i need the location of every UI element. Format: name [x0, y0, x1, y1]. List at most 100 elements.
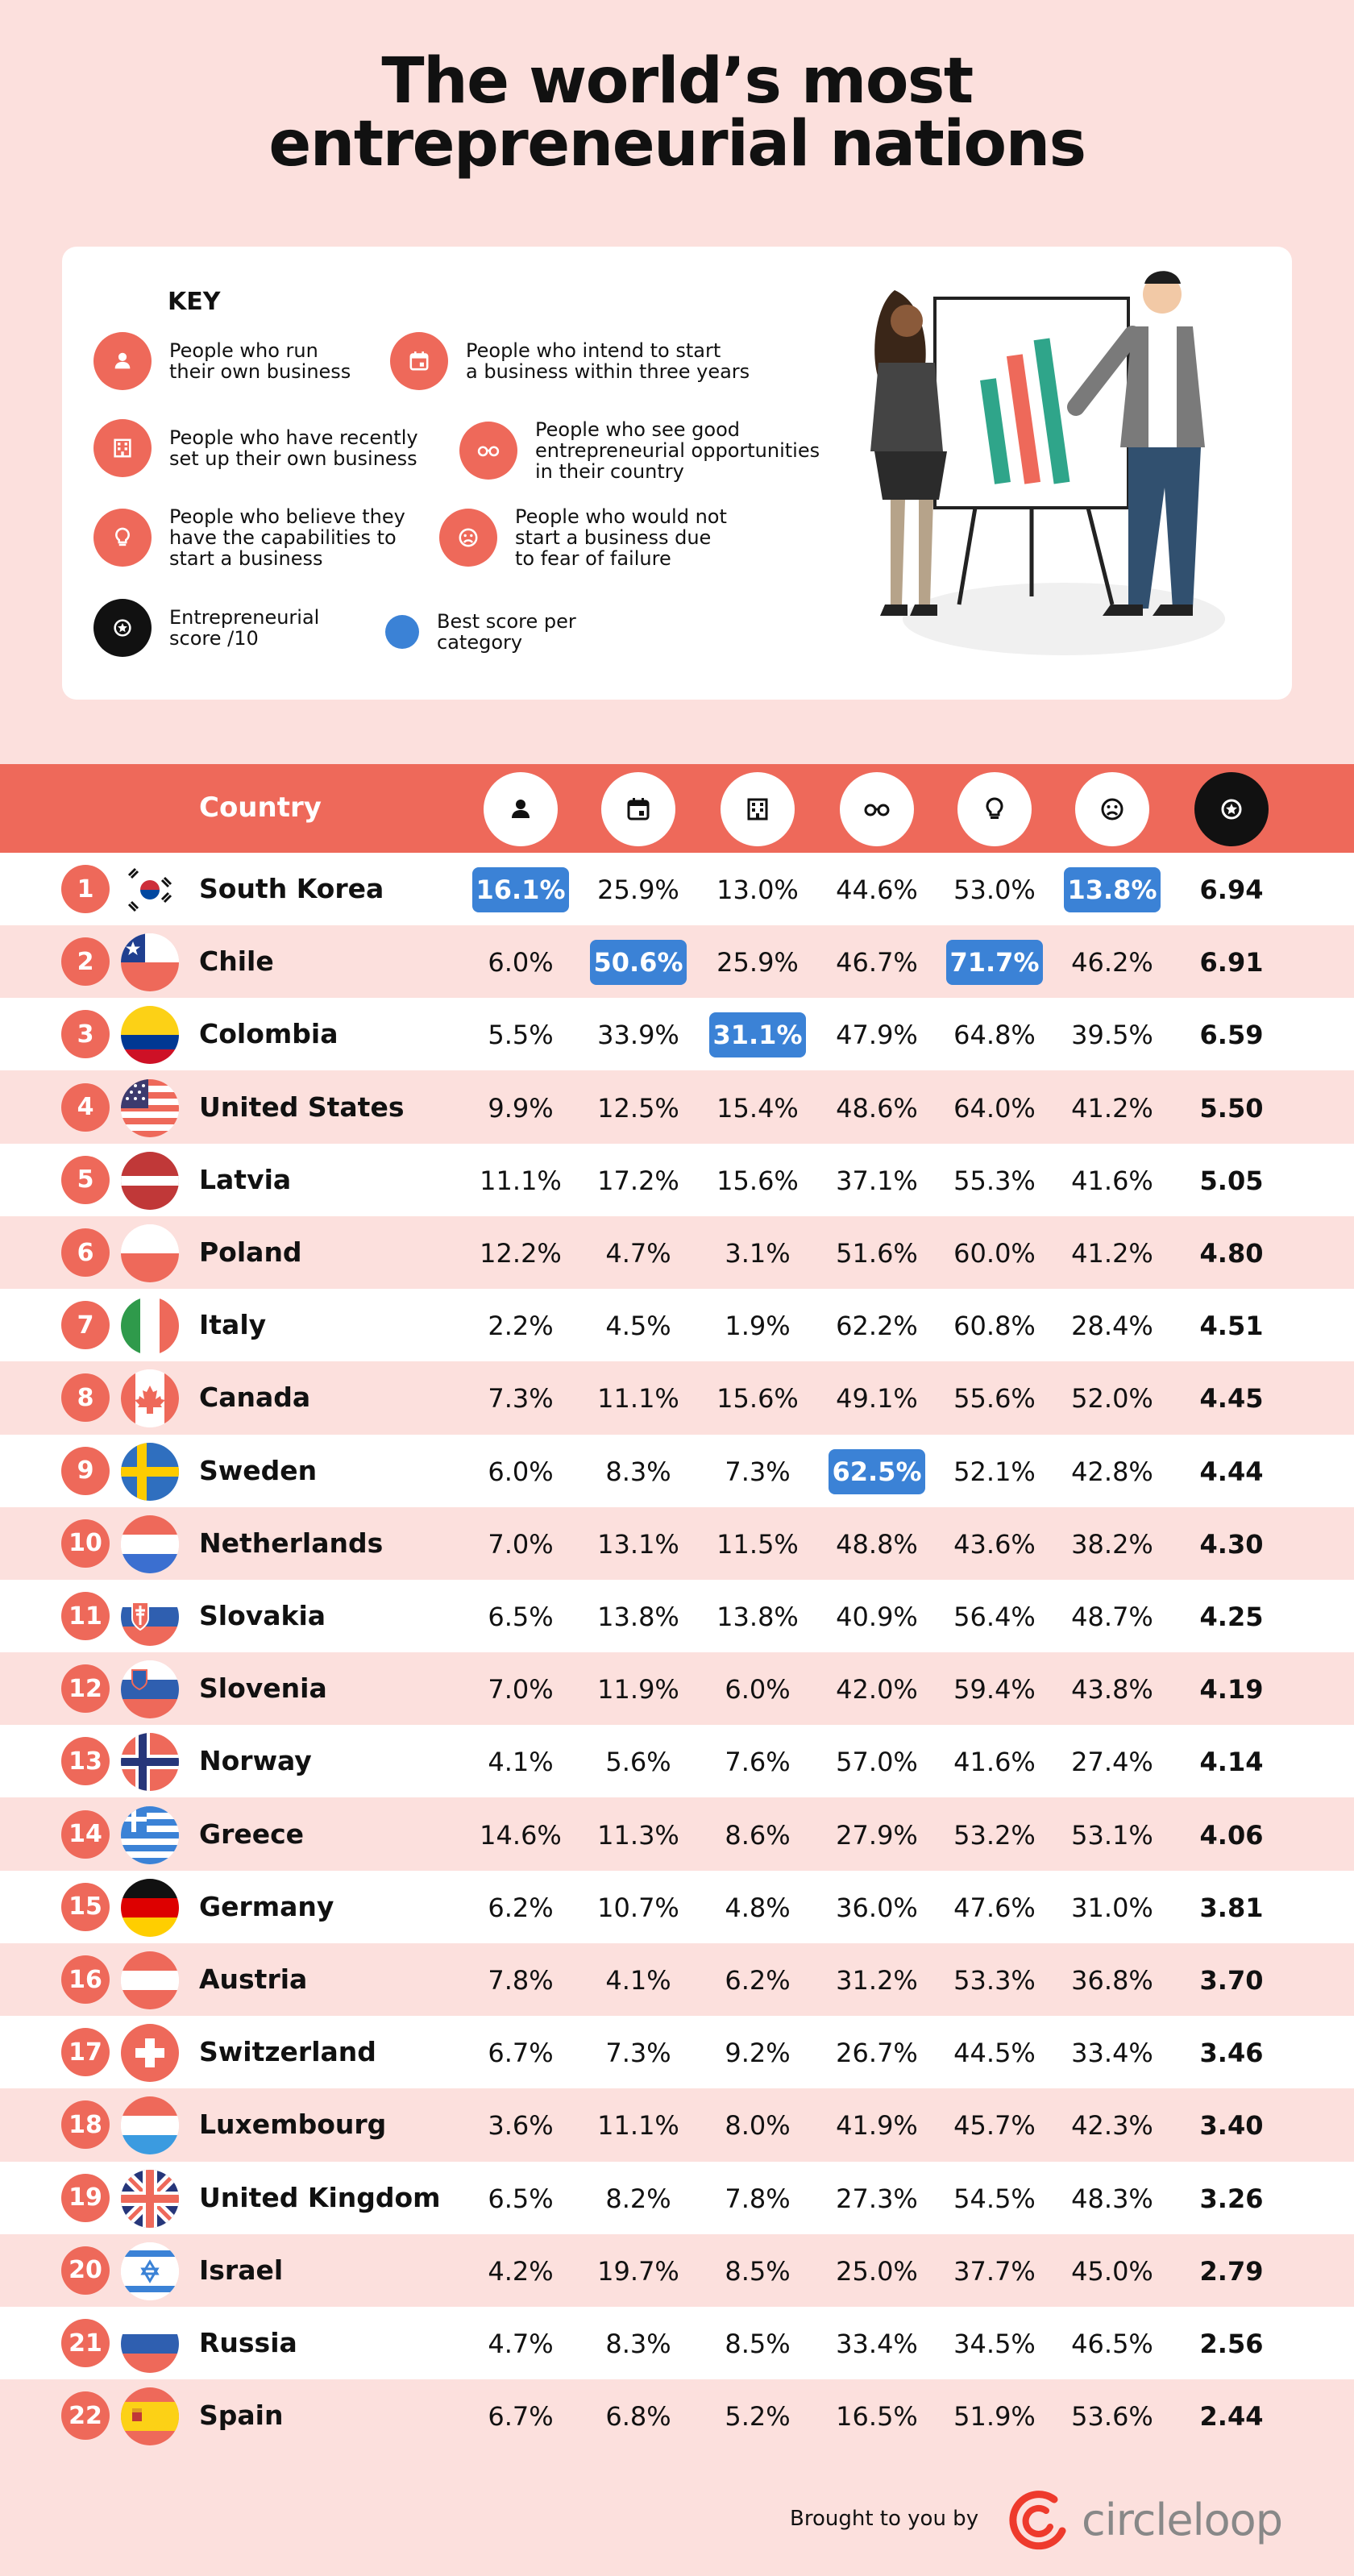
- value-cell: 11.1%: [597, 1383, 679, 1415]
- country-name: Spain: [199, 2399, 284, 2432]
- value-cell: 46.2%: [1071, 947, 1153, 978]
- score-cell: 2.56: [1199, 2329, 1264, 2359]
- rank-badge: 2: [61, 937, 110, 987]
- russia-flag-icon: [121, 2315, 179, 2373]
- best-value-cell: 31.1%: [709, 1012, 806, 1058]
- score-cell: 6.94: [1199, 875, 1264, 905]
- value-cell: 39.5%: [1071, 1020, 1153, 1051]
- latvia-flag-icon: [121, 1151, 179, 1210]
- value-cell: 64.0%: [953, 1092, 1036, 1124]
- value-cell: 7.8%: [488, 1965, 554, 1996]
- value-cell: 27.4%: [1071, 1747, 1153, 1778]
- score-cell: 3.26: [1199, 2183, 1264, 2214]
- value-cell: 27.3%: [836, 2183, 918, 2214]
- value-cell: 6.7%: [488, 2401, 554, 2433]
- value-cell: 6.0%: [725, 1674, 791, 1706]
- country-name: Canada: [199, 1381, 311, 1414]
- value-cell: 36.8%: [1071, 1965, 1153, 1996]
- value-cell: 25.9%: [597, 875, 679, 905]
- table-row: 21 Russia 4.7% 8.3% 8.5% 33.4% 34.5% 46.5% 2.56: [0, 2307, 1354, 2379]
- value-cell: 36.0%: [836, 1892, 918, 1923]
- score-cell: 3.81: [1199, 1892, 1264, 1923]
- value-cell: 6.0%: [488, 1456, 554, 1487]
- rank-badge: 16: [61, 1955, 110, 2004]
- value-cell: 4.2%: [488, 2255, 554, 2287]
- value-cell: 53.6%: [1071, 2401, 1153, 2433]
- value-cell: 51.9%: [953, 2401, 1036, 2433]
- value-cell: 41.2%: [1071, 1238, 1153, 1269]
- value-cell: 17.2%: [597, 1165, 679, 1196]
- value-cell: 43.6%: [953, 1528, 1036, 1560]
- value-cell: 33.4%: [836, 2329, 918, 2359]
- value-cell: 4.1%: [605, 1965, 671, 1996]
- value-cell: 54.5%: [953, 2183, 1036, 2214]
- value-cell: 55.3%: [953, 1165, 1036, 1196]
- value-cell: 6.2%: [725, 1965, 791, 1996]
- score-cell: 3.46: [1199, 2038, 1264, 2069]
- rank-badge: 9: [61, 1446, 110, 1495]
- value-cell: 37.7%: [953, 2255, 1036, 2287]
- value-cell: 56.4%: [953, 1602, 1036, 1632]
- israel-flag-icon: [121, 2242, 179, 2300]
- value-cell: 10.7%: [597, 1892, 679, 1923]
- table-row: 12 Slovenia 7.0% 11.9% 6.0% 42.0% 59.4% 43.8% 4.…: [0, 1652, 1354, 1726]
- value-cell: 12.2%: [480, 1238, 562, 1269]
- brand-name: circleloop: [1082, 2494, 1283, 2545]
- value-cell: 13.8%: [716, 1602, 799, 1632]
- value-cell: 7.0%: [488, 1674, 554, 1706]
- country-column-header: Country: [199, 791, 322, 824]
- score-cell: 4.44: [1199, 1456, 1264, 1487]
- person-icon: [93, 332, 152, 390]
- table-row: 2 Chile 6.0% 50.6% 25.9% 46.7% 71.7% 46.2% 6.91: [0, 925, 1354, 999]
- table-row: 19 United Kingdom 6.5% 8.2% 7.8% 27.3% 54.5% 48…: [0, 2161, 1354, 2234]
- value-cell: 19.7%: [597, 2255, 679, 2287]
- netherlands-flag-icon: [121, 1514, 179, 1573]
- value-cell: 64.8%: [953, 1020, 1036, 1051]
- table-row: 6 Poland 12.2% 4.7% 3.1% 51.6% 60.0% 41.2% 4.80: [0, 1216, 1354, 1289]
- score-cell: 3.70: [1199, 1965, 1264, 1996]
- country-name: United States: [199, 1091, 405, 1123]
- value-cell: 6.5%: [488, 1602, 554, 1632]
- rank-badge: 10: [61, 1519, 110, 1568]
- value-cell: 14.6%: [480, 1819, 562, 1851]
- glasses-icon: [459, 422, 517, 480]
- value-cell: 11.9%: [597, 1674, 679, 1706]
- score-cell: 2.79: [1199, 2255, 1264, 2287]
- greece-flag-icon: [121, 1805, 179, 1864]
- rank-badge: 22: [61, 2391, 110, 2441]
- value-cell: 15.4%: [716, 1092, 799, 1124]
- united-states-flag-icon: [121, 1078, 179, 1137]
- chile-flag-icon: [121, 933, 179, 992]
- rank-badge: 21: [61, 2319, 110, 2367]
- country-name: South Korea: [199, 873, 384, 904]
- best-value-cell: 62.5%: [829, 1448, 925, 1494]
- value-cell: 8.5%: [725, 2329, 791, 2359]
- country-name: Colombia: [199, 1018, 338, 1050]
- star-badge-icon: [93, 599, 152, 657]
- value-cell: 9.2%: [725, 2038, 791, 2069]
- table-row: 5 Latvia 11.1% 17.2% 15.6% 37.1% 55.3% 41.6% 5.0…: [0, 1143, 1354, 1216]
- value-cell: 27.9%: [836, 1819, 918, 1851]
- score-cell: 5.05: [1199, 1165, 1264, 1196]
- score-cell: 4.80: [1199, 1238, 1264, 1269]
- key-item-see-opportunities: People who see good entrepreneurial oppo…: [459, 419, 820, 482]
- value-cell: 38.2%: [1071, 1528, 1153, 1560]
- key-item-run-own-business: People who run their own business: [93, 332, 351, 390]
- value-cell: 48.3%: [1071, 2183, 1153, 2214]
- worried-face-icon: [1075, 772, 1149, 846]
- value-cell: 33.4%: [1071, 2038, 1153, 2069]
- best-value-cell: 71.7%: [946, 940, 1043, 986]
- country-name: Poland: [199, 1236, 302, 1268]
- value-cell: 8.5%: [725, 2255, 791, 2287]
- value-cell: 3.1%: [725, 1238, 791, 1269]
- value-cell: 7.0%: [488, 1528, 554, 1560]
- country-name: Latvia: [199, 1163, 292, 1195]
- rank-badge: 4: [61, 1082, 110, 1132]
- value-cell: 7.8%: [725, 2183, 791, 2214]
- table-row: 8 Canada 7.3% 11.1% 15.6% 49.1% 55.6% 52.0% 4.45: [0, 1361, 1354, 1435]
- table-row: 13 Norway 4.1% 5.6% 7.6% 57.0% 41.6% 27.4% 4.14: [0, 1725, 1354, 1798]
- country-name: Slovakia: [199, 1600, 326, 1631]
- value-cell: 4.1%: [488, 1747, 554, 1778]
- score-cell: 4.14: [1199, 1747, 1264, 1778]
- best-value-cell: 16.1%: [472, 867, 569, 912]
